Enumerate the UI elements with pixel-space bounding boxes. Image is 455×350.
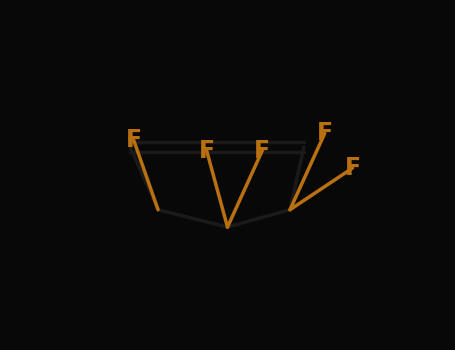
- Text: F: F: [317, 121, 333, 145]
- Text: F: F: [198, 139, 215, 163]
- Text: F: F: [344, 156, 360, 180]
- Text: F: F: [126, 128, 142, 152]
- Text: F: F: [254, 139, 270, 163]
